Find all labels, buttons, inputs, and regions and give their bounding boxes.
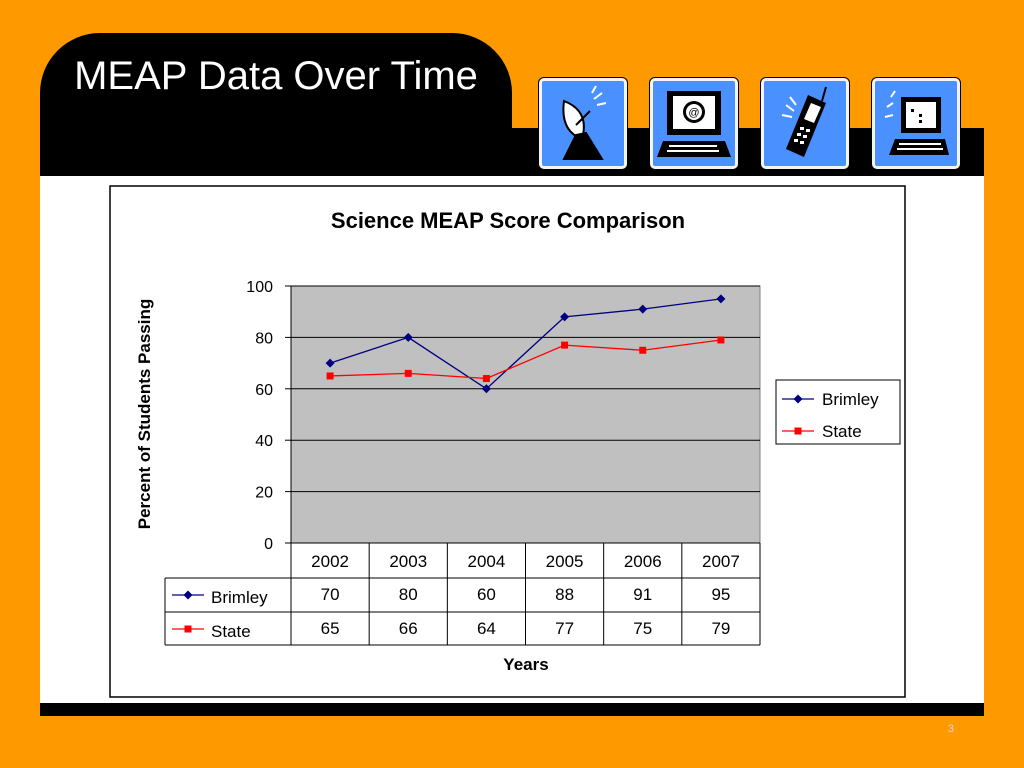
data-point [716, 294, 726, 304]
mobile-phone-icon [761, 78, 849, 169]
y-tick-label: 0 [264, 536, 273, 553]
footer-band [40, 703, 984, 716]
data-point [482, 375, 490, 383]
svg-text:@: @ [688, 107, 699, 119]
y-tick-label: 40 [255, 433, 273, 450]
legend-marker [794, 427, 802, 435]
computer-email-icon: @ [650, 78, 738, 169]
data-point [481, 384, 491, 394]
x-tick-label: 2003 [389, 552, 427, 571]
x-tick-label: 2006 [624, 552, 662, 571]
plot-area [290, 285, 761, 544]
data-point [404, 369, 412, 377]
table-cell: 65 [321, 619, 340, 638]
y-tick-label: 20 [255, 485, 273, 502]
data-point [326, 372, 334, 380]
data-point [638, 304, 648, 314]
x-tick-label: 2002 [311, 552, 349, 571]
legend-label: State [822, 422, 862, 441]
table-cell: 64 [477, 619, 496, 638]
series-line-state [330, 339, 722, 380]
chart-title: Science MEAP Score Comparison [331, 208, 685, 233]
data-point [717, 336, 725, 344]
data-point [560, 312, 570, 322]
series-line-brimley [329, 298, 722, 390]
page-number: 3 [947, 723, 954, 735]
table-cell: 79 [711, 619, 730, 638]
table-cell: 75 [633, 619, 652, 638]
data-point [325, 358, 335, 368]
table-series-name: State [211, 622, 251, 641]
table-cell: 91 [633, 585, 652, 604]
slide-title: MEAP Data Over Time [74, 54, 478, 98]
table-cell: 80 [399, 585, 418, 604]
x-tick-label: 2005 [546, 552, 584, 571]
y-axis-label: Percent of Students Passing [135, 299, 154, 530]
table-legend-marker [184, 625, 192, 633]
table-series-name: Brimley [211, 588, 268, 607]
data-point [639, 346, 647, 354]
table-cell: 88 [555, 585, 574, 604]
table-cell: 77 [555, 619, 574, 638]
x-tick-label: 2007 [702, 552, 740, 571]
table-cell: 70 [321, 585, 340, 604]
legend [775, 379, 901, 445]
table-cell: 60 [477, 585, 496, 604]
x-axis-label: Years [503, 655, 548, 674]
satellite-dish-icon [539, 78, 627, 169]
data-point [403, 332, 413, 342]
legend-marker [793, 394, 803, 404]
legend-label: Brimley [822, 390, 879, 409]
y-tick-label: 80 [255, 330, 273, 347]
x-tick-label: 2004 [468, 552, 506, 571]
table-cell: 95 [711, 585, 730, 604]
y-tick-label: 60 [255, 382, 273, 399]
data-point [561, 341, 569, 349]
table-legend-marker [183, 590, 193, 600]
y-tick-label: 100 [246, 279, 273, 296]
table-cell: 66 [399, 619, 418, 638]
computer-terminal-icon [872, 78, 960, 169]
